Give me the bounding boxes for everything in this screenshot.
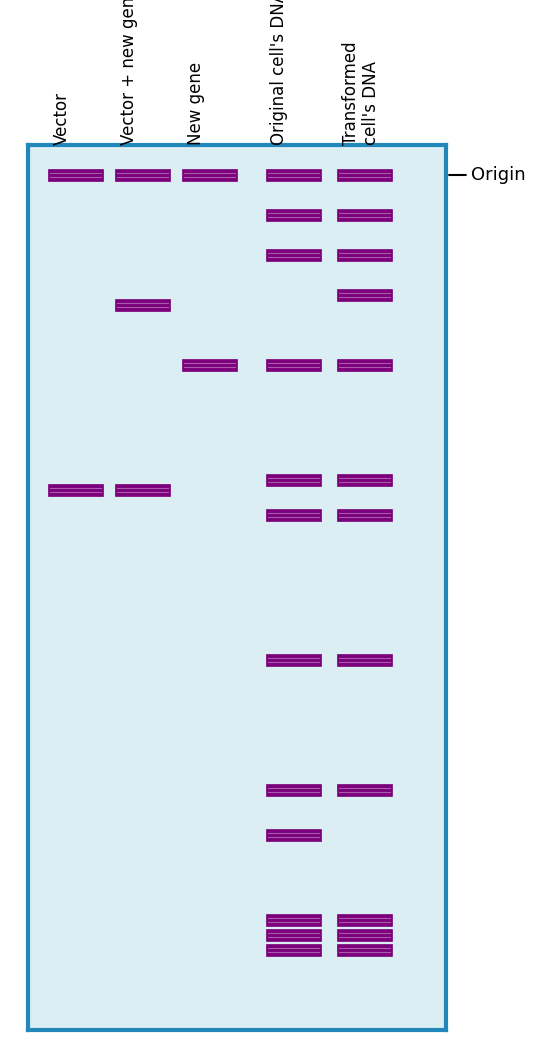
Bar bbox=[337, 289, 392, 300]
Bar bbox=[337, 359, 392, 371]
Bar bbox=[116, 299, 170, 311]
Bar bbox=[337, 654, 392, 666]
Bar bbox=[266, 784, 321, 796]
Text: New gene: New gene bbox=[187, 62, 204, 144]
Bar bbox=[266, 930, 321, 941]
Bar bbox=[48, 170, 103, 181]
Bar bbox=[337, 509, 392, 520]
Text: Transformed
cell's DNA: Transformed cell's DNA bbox=[342, 42, 380, 144]
Bar bbox=[116, 485, 170, 495]
Bar bbox=[337, 474, 392, 486]
Bar bbox=[337, 170, 392, 181]
Bar bbox=[337, 209, 392, 221]
Bar bbox=[337, 930, 392, 941]
Bar bbox=[266, 914, 321, 926]
Bar bbox=[337, 249, 392, 261]
Text: Origin: Origin bbox=[449, 166, 526, 184]
Bar bbox=[266, 654, 321, 666]
Bar bbox=[337, 784, 392, 796]
Bar bbox=[266, 209, 321, 221]
Text: Original cell's DNA: Original cell's DNA bbox=[271, 0, 288, 144]
Text: Vector: Vector bbox=[53, 92, 71, 144]
Bar bbox=[266, 170, 321, 181]
Bar bbox=[266, 359, 321, 371]
Bar bbox=[337, 914, 392, 926]
Bar bbox=[337, 944, 392, 956]
Bar bbox=[48, 485, 103, 495]
Bar bbox=[266, 509, 321, 520]
Text: Vector + new gene: Vector + new gene bbox=[120, 0, 138, 144]
Bar bbox=[182, 359, 237, 371]
Bar bbox=[266, 829, 321, 841]
Bar bbox=[116, 170, 170, 181]
Bar bbox=[266, 944, 321, 956]
Bar bbox=[266, 249, 321, 261]
Bar bbox=[182, 170, 237, 181]
Bar bbox=[266, 474, 321, 486]
